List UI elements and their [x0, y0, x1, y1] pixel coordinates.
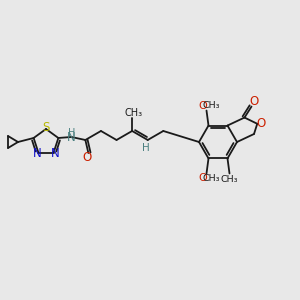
Text: CH₃: CH₃	[124, 108, 142, 118]
Text: O: O	[256, 117, 266, 130]
Text: O: O	[198, 100, 207, 110]
Text: O: O	[83, 152, 92, 164]
Text: CH₃: CH₃	[203, 101, 220, 110]
Text: O: O	[249, 95, 258, 108]
Text: O: O	[198, 173, 207, 184]
Text: H: H	[68, 128, 75, 138]
Text: S: S	[42, 121, 50, 134]
Text: N: N	[67, 131, 76, 144]
Text: H: H	[142, 143, 150, 153]
Text: N: N	[51, 146, 59, 160]
Text: N: N	[32, 146, 41, 160]
Text: CH₃: CH₃	[221, 175, 238, 184]
Text: CH₃: CH₃	[203, 174, 220, 183]
